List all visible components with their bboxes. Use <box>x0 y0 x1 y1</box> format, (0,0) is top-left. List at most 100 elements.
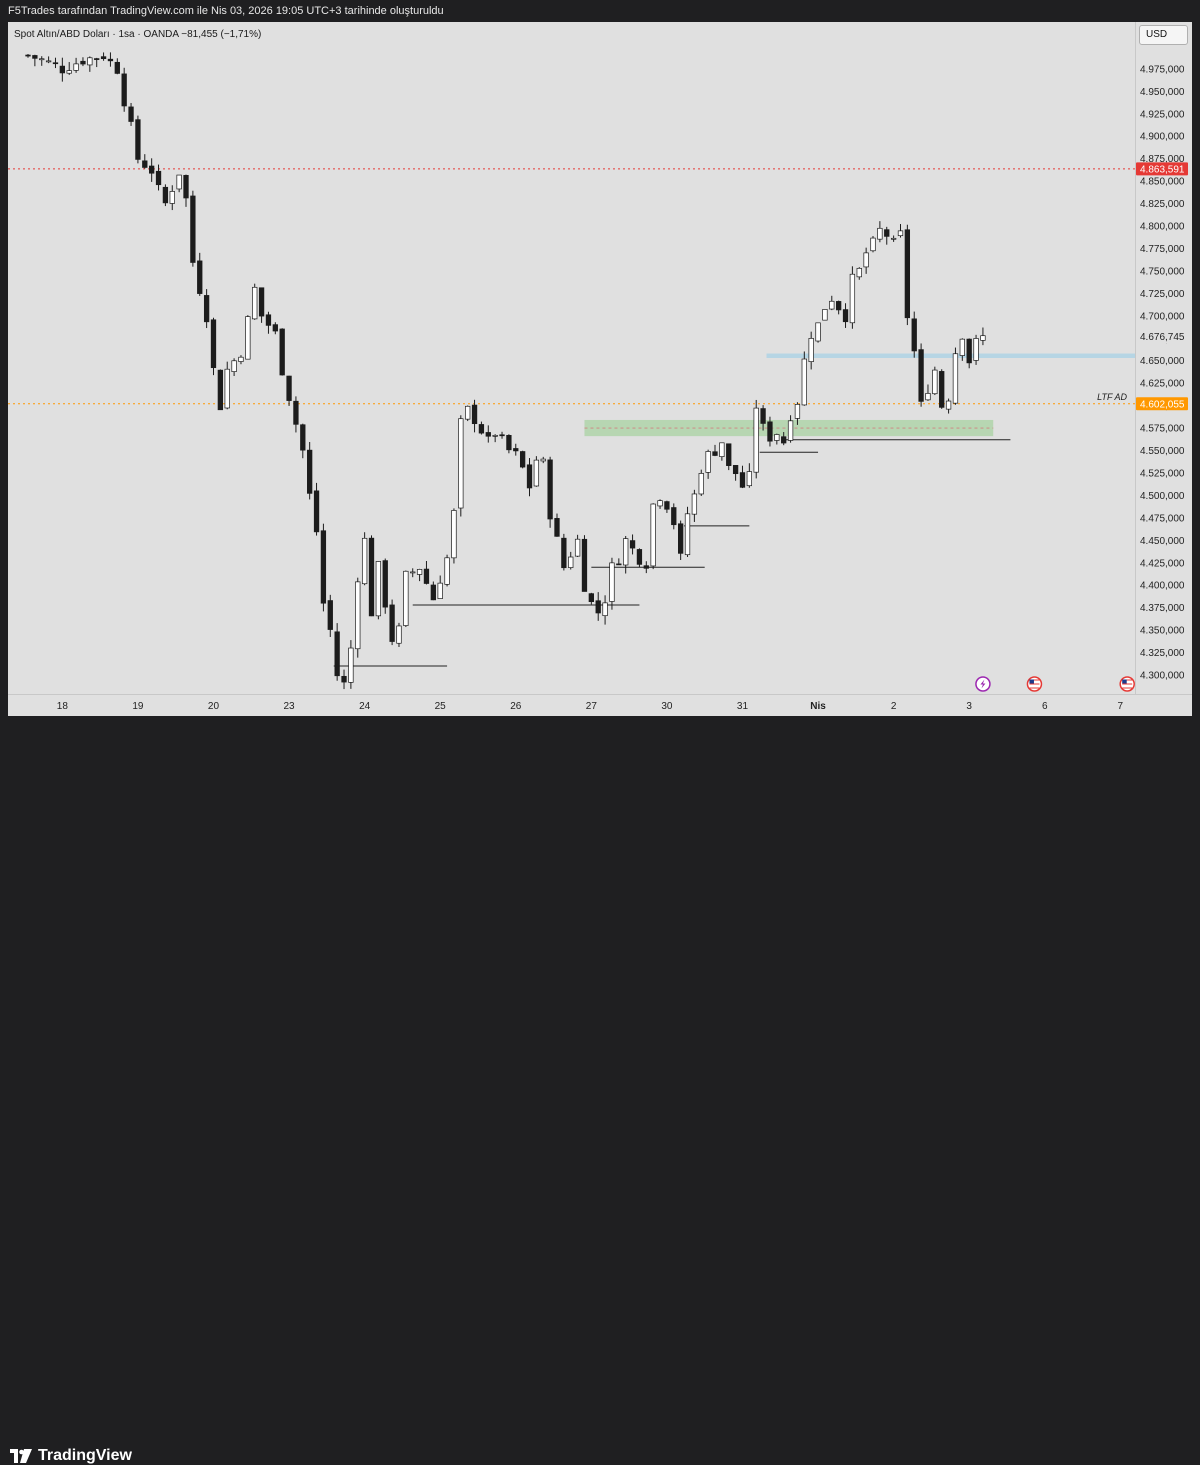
candle <box>444 554 450 587</box>
candle <box>416 568 423 582</box>
candle-body-up <box>403 570 409 626</box>
time-tick-label: 3 <box>966 701 972 712</box>
brand-label: TradingView <box>38 1447 132 1464</box>
top-title-bar: F5Trades tarafından TradingView.com ile … <box>0 0 1200 22</box>
price-tick-label: 4.450,000 <box>1140 536 1185 547</box>
candle-body-down <box>732 465 739 475</box>
candle-body-up <box>849 273 856 324</box>
candle-body-down <box>183 175 189 199</box>
time-tick-label: 18 <box>57 701 69 712</box>
candle-body-down <box>643 565 649 569</box>
candle-body-down <box>94 58 100 60</box>
candle-body-down <box>781 436 787 444</box>
us-flag-icon <box>1119 676 1135 692</box>
flash-bolt <box>980 679 986 689</box>
candle-body-up <box>437 582 443 599</box>
candle-body-down <box>286 375 292 401</box>
candle <box>650 503 656 570</box>
time-tick-label: 23 <box>283 701 295 712</box>
candle <box>581 535 588 592</box>
candle-body-down <box>217 369 224 411</box>
candle <box>224 361 230 410</box>
candle-body-down <box>554 518 560 537</box>
candle-body-down <box>547 459 553 520</box>
candle <box>403 570 409 628</box>
candle <box>471 399 478 433</box>
candle-body-down <box>128 106 134 122</box>
price-tick-label: 4.975,000 <box>1140 64 1185 75</box>
candle <box>781 432 787 446</box>
price-tick-label: 4.400,000 <box>1140 581 1185 592</box>
candle-body-down <box>423 568 430 584</box>
candle-body-up <box>870 237 876 252</box>
candle <box>897 224 904 238</box>
candle <box>231 358 237 377</box>
time-axis[interactable] <box>8 694 1192 717</box>
price-tick-label: 4.550,000 <box>1140 446 1185 457</box>
candle-body-down <box>114 61 120 74</box>
candle-body-down <box>966 338 972 364</box>
candle <box>643 561 649 574</box>
price-tick-label: 4.900,000 <box>1140 132 1185 143</box>
candle-body-down <box>561 537 567 569</box>
flag-stripe <box>1029 681 1040 683</box>
time-tick-label: 6 <box>1042 701 1048 712</box>
candle-body-up <box>877 227 883 240</box>
price-tick-label: 4.575,000 <box>1140 424 1185 435</box>
candle <box>355 577 361 658</box>
candle <box>59 57 65 82</box>
price-axis[interactable] <box>1135 22 1193 694</box>
candle <box>932 366 938 396</box>
candle-body-down <box>389 604 395 642</box>
price-label-box <box>1136 330 1188 344</box>
price-tick-label: 4.625,000 <box>1140 379 1185 390</box>
candle <box>712 444 718 457</box>
candle-body-up <box>698 473 704 495</box>
candle-body-down <box>616 563 622 566</box>
candle <box>423 560 430 585</box>
candle-body-down <box>836 301 842 311</box>
candle-body-down <box>149 165 155 174</box>
candle <box>904 224 911 326</box>
candle <box>513 443 519 456</box>
candle-body-down <box>313 490 320 533</box>
time-tick-label: 24 <box>359 701 371 712</box>
price-tick-label: 4.650,000 <box>1140 356 1185 367</box>
candle <box>877 221 883 243</box>
candle-body-up <box>540 458 546 462</box>
candle <box>911 311 917 358</box>
flash-event-icon <box>975 676 991 692</box>
candle-body-up <box>574 538 581 557</box>
candle <box>238 355 244 365</box>
tradingview-logo[interactable]: TradingView <box>10 1447 132 1465</box>
candle <box>609 557 615 610</box>
footer: TradingView <box>0 716 1200 1464</box>
candle-body-down <box>320 530 327 604</box>
price-tick-label: 4.725,000 <box>1140 289 1185 300</box>
candle <box>684 506 691 557</box>
currency-button[interactable]: USD <box>1139 25 1188 45</box>
time-tick-label: 2 <box>891 701 897 712</box>
candle-body-up <box>492 435 498 437</box>
candle-body-down <box>197 260 203 294</box>
candle-body-up <box>410 571 416 574</box>
candle-body-up <box>890 237 897 240</box>
candle-body-down <box>59 65 65 74</box>
candle-body-up <box>533 459 540 487</box>
candle <box>478 421 485 435</box>
time-tick-label: 7 <box>1118 701 1124 712</box>
candle <box>458 415 464 517</box>
candle-body-down <box>767 421 773 442</box>
candle <box>451 508 457 564</box>
candle-body-down <box>760 408 766 424</box>
candle-body-up <box>416 569 423 575</box>
candle <box>657 499 663 509</box>
price-tick-label: 4.300,000 <box>1140 671 1185 682</box>
symbol-legend: Spot Altın/ABD Doları · 1sa · OANDA −81,… <box>14 29 262 40</box>
candle-body-down <box>334 631 340 677</box>
candle <box>787 415 794 443</box>
candle <box>217 369 224 411</box>
candle <box>856 267 862 280</box>
candle <box>726 443 732 471</box>
candle-body-down <box>258 287 265 317</box>
